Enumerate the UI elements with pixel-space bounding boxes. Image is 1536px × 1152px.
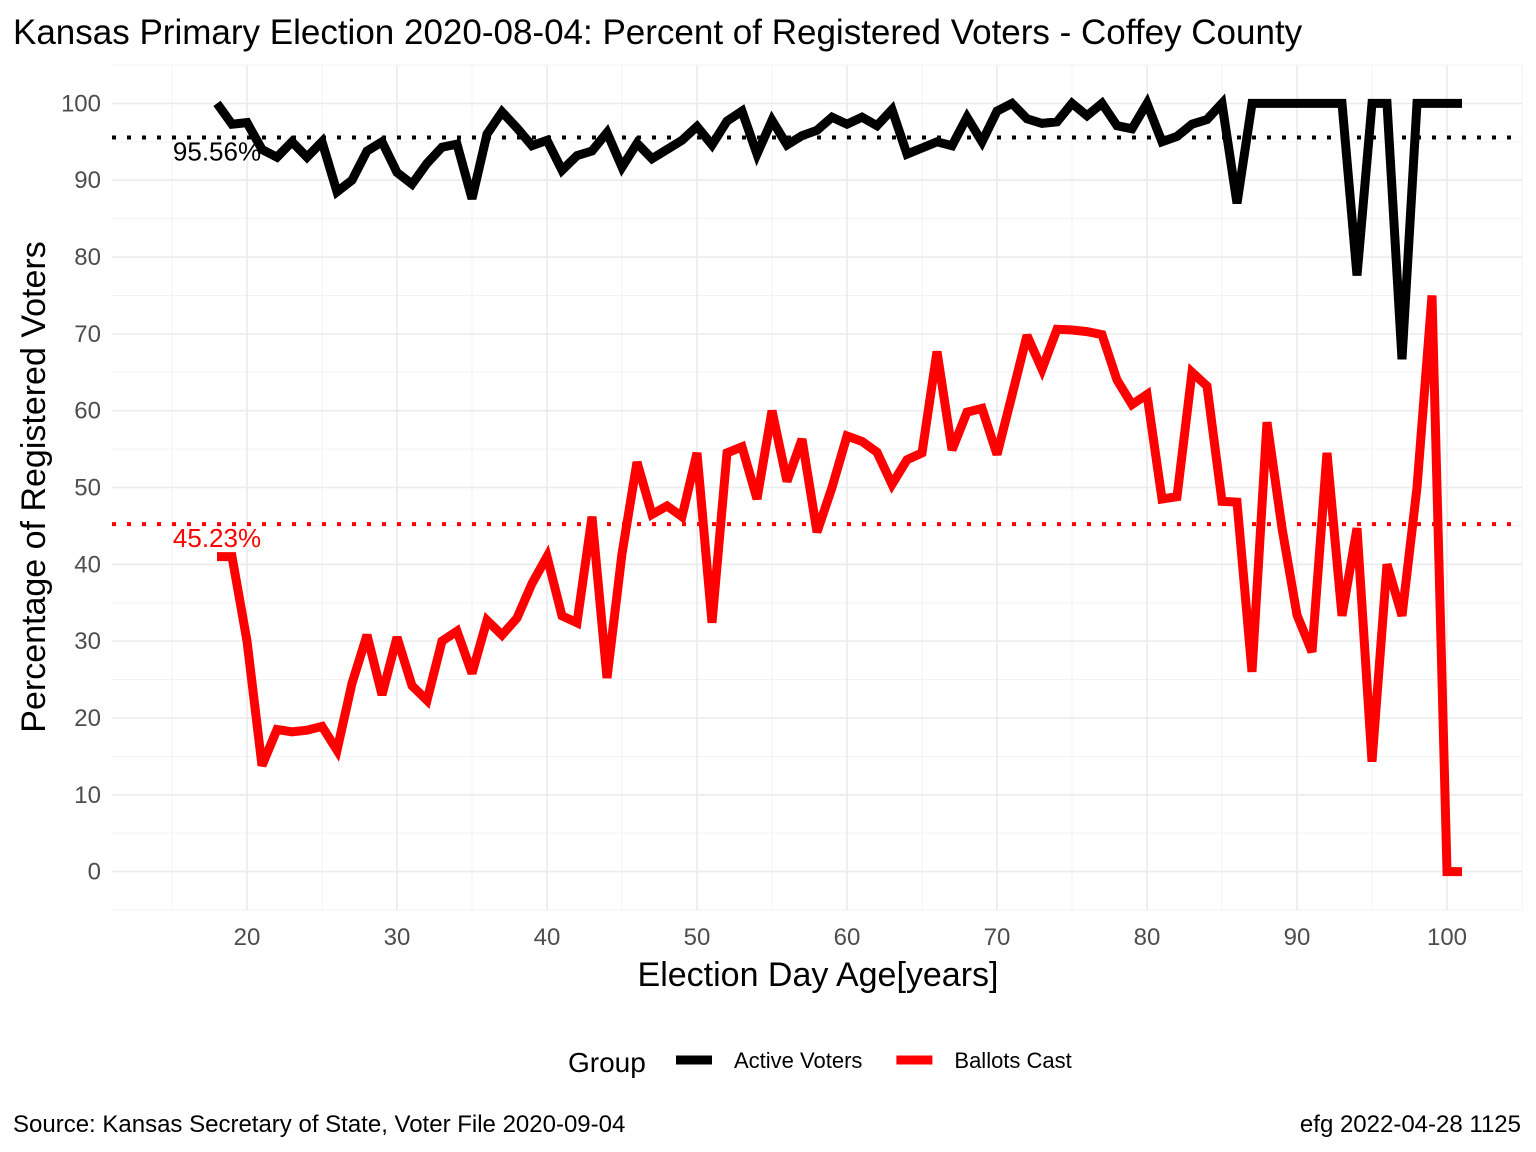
series-line xyxy=(217,295,1462,877)
reference-lines xyxy=(112,135,1522,527)
y-tick-label: 80 xyxy=(74,244,101,271)
y-tick-label: 40 xyxy=(74,551,101,578)
y-tick-label: 10 xyxy=(74,782,101,809)
x-tick-label: 90 xyxy=(1284,924,1311,951)
y-tick-label: 30 xyxy=(74,628,101,655)
y-tick-label: 60 xyxy=(74,398,101,425)
axis-ticks: 20 30 40 50 60 70 80 90 100 0 10 20 30 40 50 60 70 80 90 10… xyxy=(61,90,1467,951)
x-tick-label: 100 xyxy=(1427,924,1467,951)
series-line xyxy=(213,93,1462,360)
legend: Group Active Voters Ballots Cast xyxy=(568,1047,1072,1078)
x-tick-label: 20 xyxy=(234,924,261,951)
y-tick-label: 20 xyxy=(74,705,101,732)
y-tick-label: 100 xyxy=(61,90,101,117)
x-axis-title: Election Day Age[years] xyxy=(638,956,999,994)
mean-reference-label: 45.23% xyxy=(173,523,261,553)
reference-labels: 95.56% 45.23% xyxy=(173,137,261,554)
series-lines xyxy=(213,93,1462,877)
x-tick-label: 70 xyxy=(984,924,1011,951)
y-tick-label: 50 xyxy=(74,475,101,502)
x-tick-label: 40 xyxy=(534,924,561,951)
chart-title: Kansas Primary Election 2020-08-04: Perc… xyxy=(13,13,1303,52)
legend-label: Ballots Cast xyxy=(954,1048,1071,1073)
legend-title: Group xyxy=(568,1047,646,1078)
y-tick-label: 0 xyxy=(88,859,101,886)
mean-reference-label: 95.56% xyxy=(173,137,261,167)
x-tick-label: 80 xyxy=(1134,924,1161,951)
x-tick-label: 30 xyxy=(384,924,411,951)
source-caption: Source: Kansas Secretary of State, Voter… xyxy=(13,1111,625,1138)
y-tick-label: 70 xyxy=(74,321,101,348)
legend-label: Active Voters xyxy=(734,1048,862,1073)
plot-grid xyxy=(112,64,1523,911)
x-tick-label: 60 xyxy=(834,924,861,951)
timestamp-caption: efg 2022-04-28 1125 xyxy=(1300,1111,1521,1138)
y-axis-title: Percentage of Registered Voters xyxy=(15,241,53,732)
y-tick-label: 90 xyxy=(74,167,101,194)
x-tick-label: 50 xyxy=(684,924,711,951)
